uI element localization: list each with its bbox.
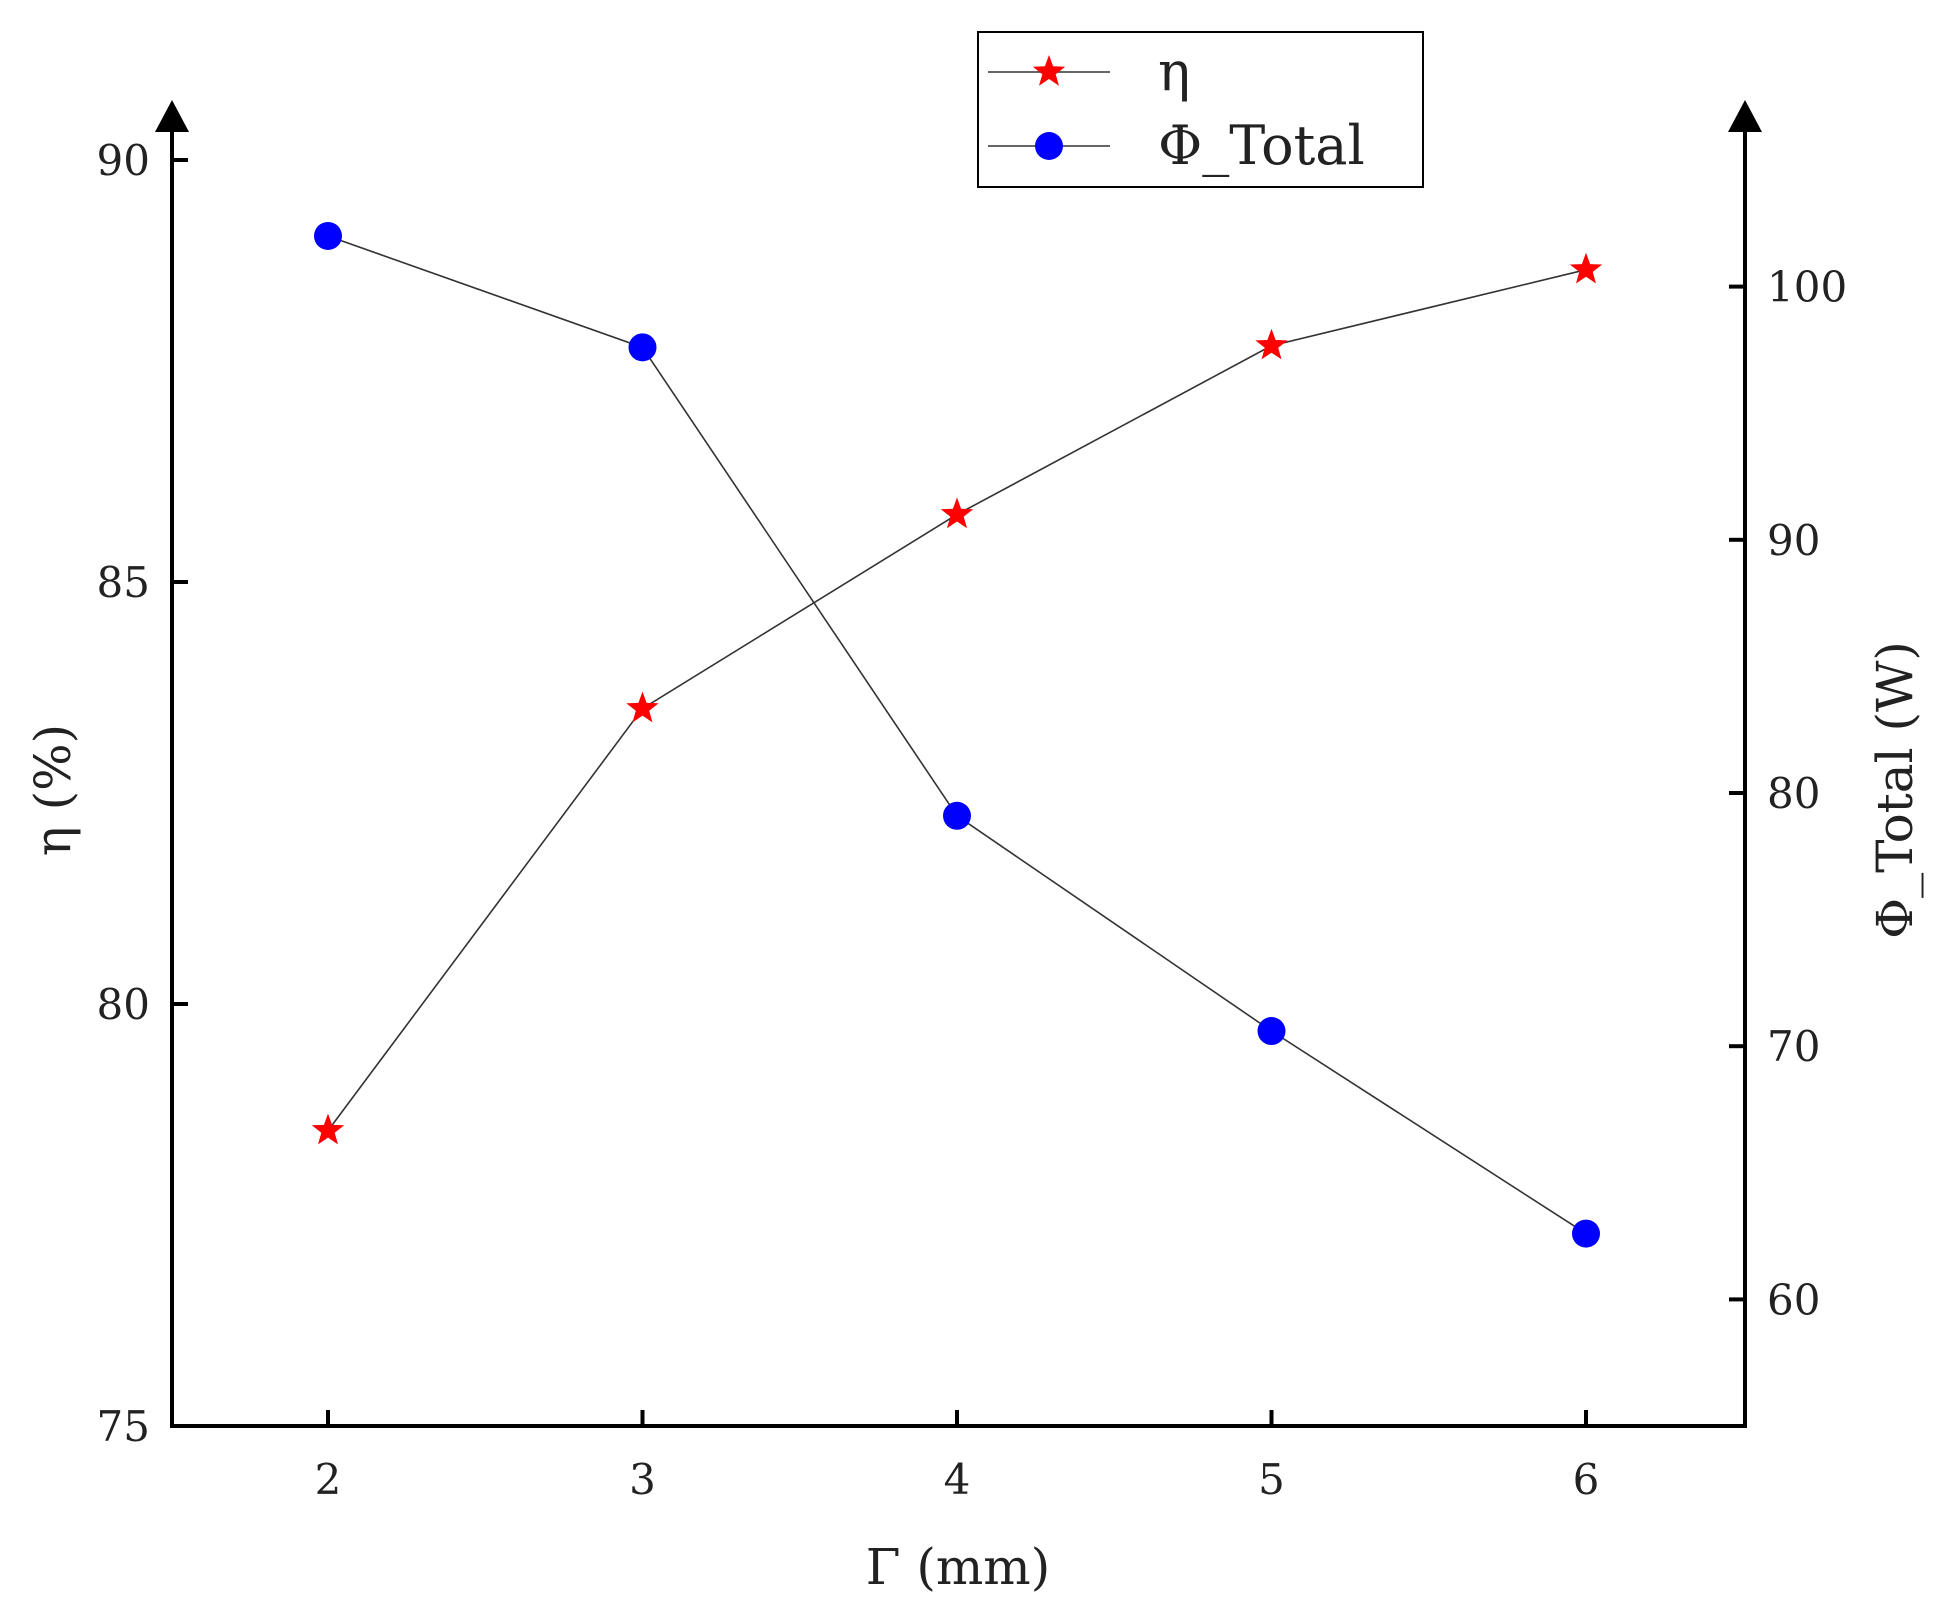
legend-box <box>977 31 1424 188</box>
data-point-eta <box>1569 252 1603 284</box>
right-y-axis-title: Φ_Total (W) <box>1866 641 1924 939</box>
legend-marker <box>1035 132 1063 160</box>
data-point-eta <box>940 497 974 529</box>
data-point-phi-total <box>943 801 971 830</box>
x-tick-label: 5 <box>1258 1455 1285 1504</box>
legend-marker <box>1032 55 1066 86</box>
data-point-phi-total <box>1572 1219 1600 1248</box>
legend-label: Φ_Total <box>1158 114 1365 177</box>
left-y-tick-label: 90 <box>97 136 150 185</box>
series-line-phi-total <box>327 235 1587 1235</box>
right-y-tick-label: 70 <box>1767 1022 1820 1071</box>
series-line-eta <box>327 268 1587 1132</box>
right-y-tick-label: 90 <box>1767 516 1820 565</box>
axes <box>155 100 1762 1428</box>
data-point-phi-total <box>628 333 657 362</box>
left-y-tick-label: 85 <box>97 558 150 607</box>
series-markers <box>311 221 1603 1248</box>
legend-label: η <box>1158 40 1190 103</box>
data-point-phi-total <box>314 221 342 250</box>
legend: η Φ_Total <box>977 31 1424 188</box>
data-point-phi-total <box>1257 1017 1286 1046</box>
x-tick-label: 2 <box>315 1455 342 1504</box>
right-y-tick-label: 100 <box>1767 263 1847 312</box>
left-y-axis-title: η (%) <box>24 724 82 856</box>
right-y-tick-label: 80 <box>1767 769 1820 818</box>
data-point-eta <box>311 1113 345 1145</box>
series-lines <box>327 235 1587 1235</box>
x-tick-label: 3 <box>629 1455 656 1504</box>
data-point-eta <box>1255 328 1288 360</box>
right-y-axis-arrow <box>1728 100 1762 132</box>
right-y-tick-label: 60 <box>1767 1275 1820 1324</box>
data-point-eta <box>626 691 659 723</box>
left-y-tick-label: 75 <box>97 1402 150 1451</box>
x-tick-label: 4 <box>944 1455 971 1504</box>
left-y-axis-arrow <box>155 100 189 132</box>
left-y-tick-label: 80 <box>97 980 150 1029</box>
x-axis-title: Γ (mm) <box>866 1538 1050 1596</box>
x-tick-label: 6 <box>1573 1455 1600 1504</box>
ticks: 2 3 4 5 6 75 80 85 90 60 70 80 90 100 <box>97 136 1848 1504</box>
